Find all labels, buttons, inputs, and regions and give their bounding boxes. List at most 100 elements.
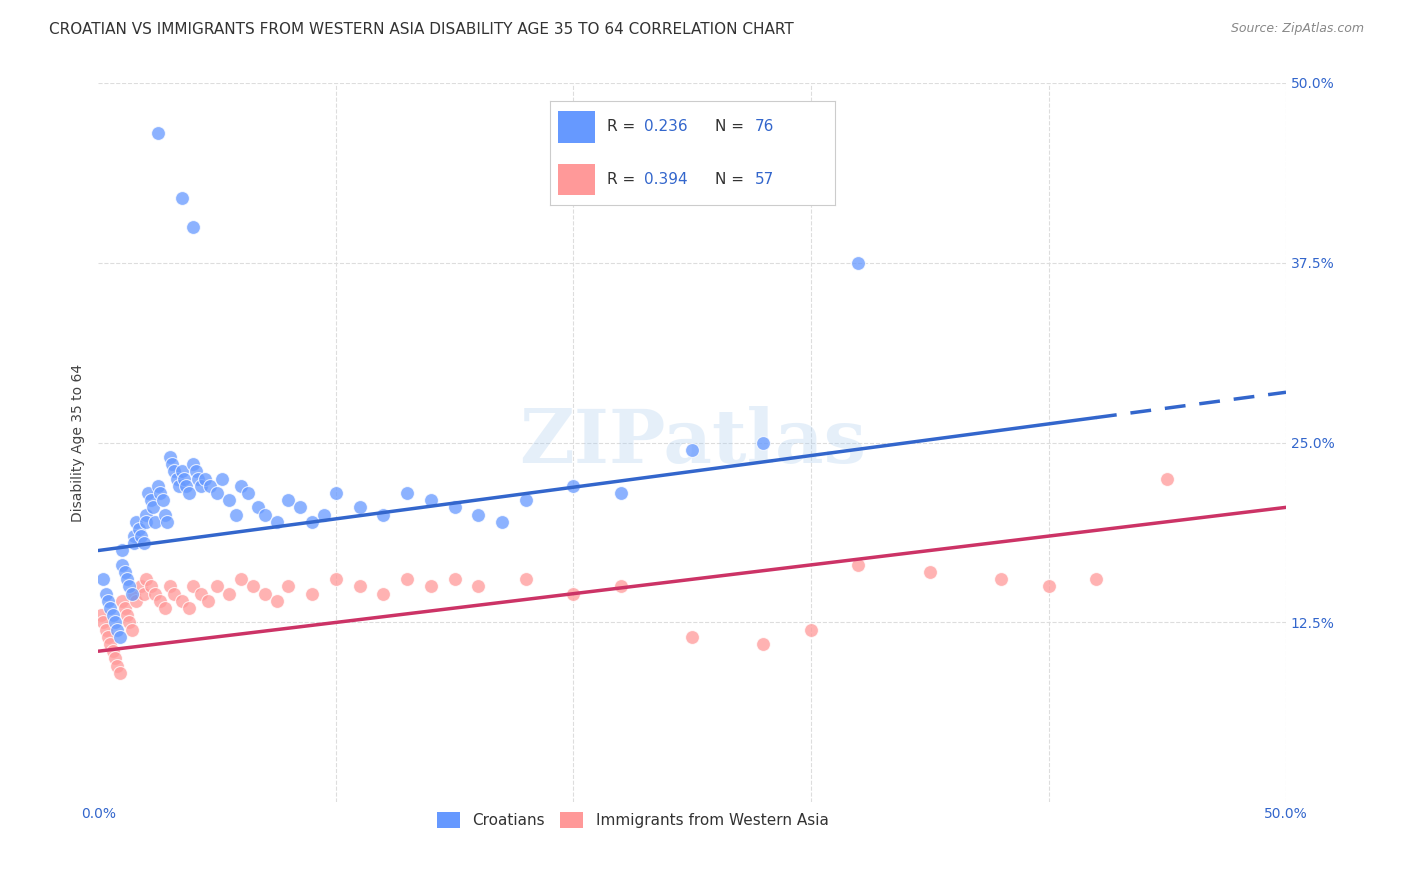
Text: ZIPatlas: ZIPatlas <box>519 406 866 479</box>
Point <box>122 529 145 543</box>
Point <box>211 472 233 486</box>
Point <box>135 515 157 529</box>
Point <box>229 479 252 493</box>
Point <box>229 572 252 586</box>
Point <box>146 479 169 493</box>
Legend: Croatians, Immigrants from Western Asia: Croatians, Immigrants from Western Asia <box>432 806 835 834</box>
Point <box>246 500 269 515</box>
Point <box>752 435 775 450</box>
Point <box>177 601 200 615</box>
Y-axis label: Disability Age 35 to 64: Disability Age 35 to 64 <box>72 364 86 522</box>
Point <box>104 651 127 665</box>
Point <box>491 515 513 529</box>
Point <box>101 644 124 658</box>
Point <box>325 572 347 586</box>
Point <box>467 508 489 522</box>
Point <box>114 565 136 579</box>
Point <box>610 579 633 593</box>
Point <box>443 572 465 586</box>
Point <box>153 601 176 615</box>
Point <box>183 219 205 234</box>
Point <box>118 615 141 630</box>
Point <box>159 450 181 464</box>
Point <box>205 579 228 593</box>
Point <box>173 472 195 486</box>
Point <box>111 543 134 558</box>
Point <box>349 500 371 515</box>
Point <box>94 587 117 601</box>
Point <box>396 572 419 586</box>
Point <box>104 615 127 630</box>
Point <box>166 472 188 486</box>
Point <box>198 479 221 493</box>
Point <box>111 594 134 608</box>
Point <box>125 515 148 529</box>
Point <box>681 630 703 644</box>
Point <box>277 493 299 508</box>
Point <box>266 594 288 608</box>
Point <box>107 658 129 673</box>
Point <box>325 486 347 500</box>
Point <box>114 601 136 615</box>
Text: CROATIAN VS IMMIGRANTS FROM WESTERN ASIA DISABILITY AGE 35 TO 64 CORRELATION CHA: CROATIAN VS IMMIGRANTS FROM WESTERN ASIA… <box>49 22 794 37</box>
Point <box>752 637 775 651</box>
Point <box>163 464 186 478</box>
Point <box>800 623 823 637</box>
Point <box>129 579 152 593</box>
Point <box>918 565 941 579</box>
Point <box>190 587 212 601</box>
Point <box>681 442 703 457</box>
Point <box>121 623 143 637</box>
Point <box>301 515 323 529</box>
Point <box>562 587 585 601</box>
Point <box>253 587 276 601</box>
Point <box>266 515 288 529</box>
Point <box>107 623 129 637</box>
Point <box>145 515 167 529</box>
Point <box>467 579 489 593</box>
Point <box>373 587 395 601</box>
Point <box>132 536 155 550</box>
Point <box>152 493 174 508</box>
Point <box>108 630 131 644</box>
Point <box>170 191 193 205</box>
Point <box>118 579 141 593</box>
Point <box>290 500 312 515</box>
Point <box>97 594 120 608</box>
Point <box>515 493 537 508</box>
Point <box>132 587 155 601</box>
Point <box>170 464 193 478</box>
Point <box>129 529 152 543</box>
Point <box>183 457 205 471</box>
Point <box>149 594 172 608</box>
Point <box>125 594 148 608</box>
Point <box>135 508 157 522</box>
Point <box>170 594 193 608</box>
Point <box>160 457 183 471</box>
Point <box>145 587 167 601</box>
Point <box>167 479 190 493</box>
Point <box>91 572 114 586</box>
Point <box>236 486 259 500</box>
Point <box>108 665 131 680</box>
Point <box>194 472 217 486</box>
Point <box>218 493 240 508</box>
Point <box>153 508 176 522</box>
Point <box>156 515 179 529</box>
Point <box>610 486 633 500</box>
Point <box>146 126 169 140</box>
Point <box>183 579 205 593</box>
Point <box>420 579 443 593</box>
Point <box>90 608 112 623</box>
Point <box>139 493 162 508</box>
Point <box>159 579 181 593</box>
Point <box>301 587 323 601</box>
Point <box>242 579 264 593</box>
Point <box>218 587 240 601</box>
Point <box>98 601 121 615</box>
Point <box>122 587 145 601</box>
Point <box>277 579 299 593</box>
Point <box>312 508 335 522</box>
Point <box>98 637 121 651</box>
Point <box>135 572 157 586</box>
